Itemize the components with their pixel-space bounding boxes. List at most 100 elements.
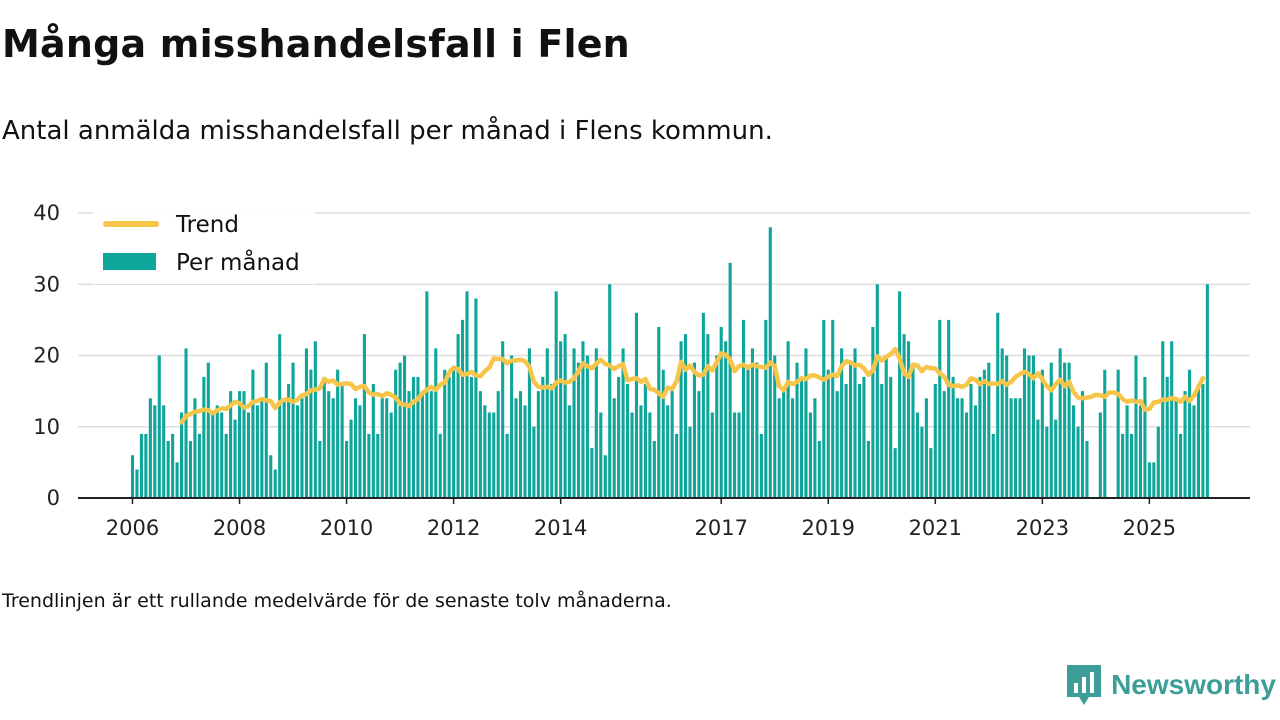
bar bbox=[407, 391, 411, 499]
bar bbox=[831, 319, 835, 499]
legend-trend-swatch bbox=[103, 221, 159, 227]
bar bbox=[273, 469, 277, 498]
bar bbox=[345, 441, 349, 498]
bar bbox=[541, 376, 545, 499]
bar bbox=[313, 341, 317, 498]
bar bbox=[385, 398, 389, 498]
bar bbox=[817, 441, 821, 498]
trend-line bbox=[179, 346, 1206, 425]
bar bbox=[982, 369, 986, 498]
bar bbox=[260, 398, 264, 498]
bar bbox=[394, 369, 398, 498]
bar bbox=[777, 398, 781, 498]
bar bbox=[452, 369, 456, 498]
bar bbox=[987, 362, 991, 499]
bar bbox=[715, 355, 719, 498]
bar bbox=[1196, 384, 1200, 498]
bar bbox=[255, 405, 259, 499]
bar bbox=[496, 391, 500, 499]
bar bbox=[251, 369, 255, 498]
bar bbox=[166, 441, 170, 498]
bar bbox=[1058, 348, 1062, 499]
bar bbox=[657, 327, 661, 498]
bar bbox=[728, 262, 732, 499]
bar bbox=[478, 391, 482, 499]
footnote: Trendlinjen är ett rullande medelvärde f… bbox=[2, 590, 672, 612]
bar bbox=[924, 398, 928, 498]
bar bbox=[1129, 433, 1134, 499]
bar bbox=[487, 412, 491, 498]
bar bbox=[206, 362, 210, 499]
bar bbox=[1170, 341, 1174, 498]
bar bbox=[376, 433, 380, 499]
bar bbox=[862, 376, 866, 499]
bar bbox=[572, 348, 576, 499]
bar bbox=[1009, 398, 1013, 498]
bar bbox=[135, 469, 139, 498]
bar bbox=[554, 291, 558, 499]
bar bbox=[224, 433, 228, 499]
bar bbox=[1067, 362, 1071, 499]
bar bbox=[626, 384, 630, 498]
bar bbox=[287, 384, 291, 498]
bar bbox=[706, 334, 710, 499]
brand-name: Newsworthy bbox=[1111, 669, 1276, 700]
newsworthy-logo-icon bbox=[1067, 665, 1102, 705]
bar bbox=[741, 319, 746, 499]
bar bbox=[1161, 341, 1165, 498]
bar bbox=[1054, 419, 1058, 499]
bar bbox=[1192, 405, 1196, 499]
bar bbox=[701, 312, 705, 498]
bar bbox=[1174, 398, 1178, 498]
bar bbox=[518, 391, 523, 499]
bar bbox=[670, 391, 674, 499]
axes: 0 10 20 30 40 2006 2008 2010 2012 2014 2017 2019 202… bbox=[33, 201, 1250, 540]
newsworthy-brand[interactable]: Newsworthy bbox=[1067, 665, 1276, 705]
bar bbox=[505, 433, 509, 499]
bar bbox=[389, 412, 393, 498]
x-tick-label: 2017 bbox=[694, 516, 747, 540]
bar bbox=[759, 433, 763, 499]
bar bbox=[906, 341, 911, 498]
bar bbox=[1076, 426, 1080, 498]
bar bbox=[469, 376, 474, 499]
bar bbox=[675, 433, 679, 499]
bar bbox=[362, 334, 366, 499]
bar bbox=[171, 433, 175, 499]
bar bbox=[483, 405, 487, 499]
bar bbox=[358, 405, 362, 499]
bar bbox=[1121, 433, 1125, 499]
bar bbox=[639, 405, 643, 499]
bar bbox=[938, 319, 942, 499]
bar bbox=[920, 426, 924, 498]
bar bbox=[1036, 419, 1040, 499]
bar bbox=[492, 412, 496, 498]
bar bbox=[1116, 369, 1120, 498]
bar bbox=[996, 312, 1000, 498]
bar bbox=[242, 391, 246, 499]
bar bbox=[336, 369, 340, 498]
bar bbox=[612, 398, 616, 498]
bar bbox=[1072, 405, 1076, 499]
bar bbox=[349, 419, 353, 499]
bar bbox=[786, 341, 790, 498]
bar bbox=[960, 398, 964, 498]
bar bbox=[710, 412, 714, 498]
bar bbox=[804, 348, 808, 499]
bar bbox=[1045, 426, 1049, 498]
bar bbox=[1022, 348, 1027, 499]
bar bbox=[545, 348, 549, 499]
y-tick-label: 0 bbox=[47, 486, 60, 510]
legend-bar-label: Per månad bbox=[176, 248, 300, 276]
bar bbox=[148, 398, 152, 498]
bar bbox=[295, 405, 300, 499]
bar bbox=[844, 384, 848, 498]
y-tick-label: 30 bbox=[33, 272, 60, 296]
bar bbox=[942, 391, 946, 499]
bar bbox=[866, 441, 870, 498]
bar bbox=[157, 355, 161, 498]
bar bbox=[514, 398, 518, 498]
bar bbox=[322, 376, 326, 499]
bar bbox=[755, 362, 759, 499]
bar bbox=[576, 362, 581, 499]
